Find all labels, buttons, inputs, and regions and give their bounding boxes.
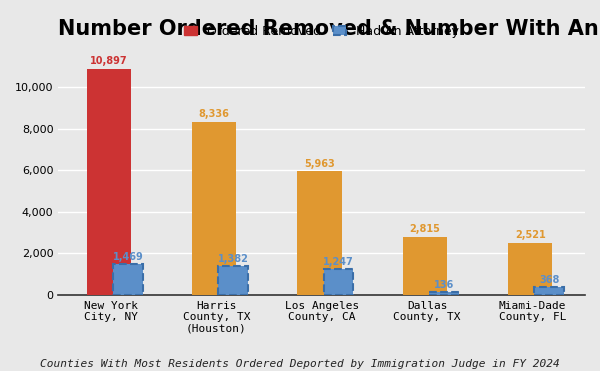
Legend: Ordered Removed, Had An Attorney: Ordered Removed, Had An Attorney [179,20,464,43]
Text: 2,815: 2,815 [409,224,440,234]
Bar [87,69,131,295]
Text: 8,336: 8,336 [199,109,230,119]
Text: 368: 368 [539,275,559,285]
Text: 2,521: 2,521 [515,230,545,240]
Bar [324,269,353,295]
Bar [508,243,553,295]
Text: Counties With Most Residents Ordered Deported by Immigration Judge in FY 2024: Counties With Most Residents Ordered Dep… [40,359,560,369]
Text: 1,469: 1,469 [113,252,143,262]
Text: 1,382: 1,382 [218,254,248,264]
Bar [113,265,143,295]
Bar [298,171,341,295]
Bar [218,266,248,295]
Text: 10,897: 10,897 [90,56,128,66]
Text: 1,247: 1,247 [323,257,354,267]
Bar [535,288,564,295]
Bar [192,122,236,295]
Bar [403,237,447,295]
Text: 5,963: 5,963 [304,159,335,169]
Bar [429,292,458,295]
Text: Number Ordered Removed & Number With An Attorney: Number Ordered Removed & Number With An … [58,19,600,39]
Text: 136: 136 [434,280,454,290]
